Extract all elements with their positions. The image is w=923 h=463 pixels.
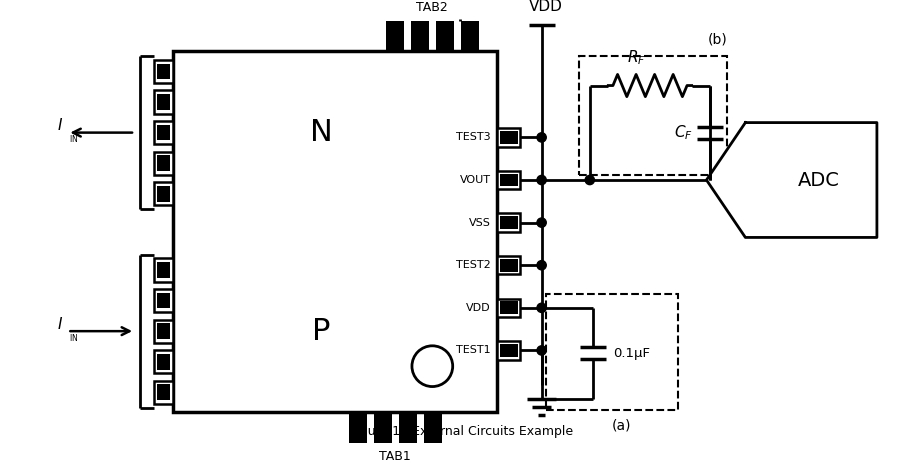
Bar [497,128,521,147]
Bar [399,413,417,443]
Bar [173,51,497,413]
Bar [154,381,173,404]
Bar [154,319,173,343]
Circle shape [537,133,546,142]
Bar [497,299,521,317]
Bar [157,186,170,201]
Text: TEST3: TEST3 [456,132,491,143]
Bar [579,56,726,175]
Bar [497,171,521,189]
Bar [436,21,454,51]
Text: VDD: VDD [466,303,491,313]
Circle shape [537,218,546,227]
Bar [157,94,170,110]
Bar [461,21,479,51]
Text: (b): (b) [708,32,727,47]
Bar [157,155,170,171]
Circle shape [537,346,546,355]
Text: TEST2: TEST2 [456,260,491,270]
Bar [154,289,173,312]
Text: N: N [310,118,332,147]
Bar [497,213,521,232]
Bar [500,259,518,272]
Bar [500,174,518,187]
Bar [497,256,521,275]
Text: $I$: $I$ [56,316,63,332]
Polygon shape [706,123,877,238]
Bar [500,131,518,144]
Bar [500,301,518,314]
Text: (a): (a) [612,419,631,433]
Circle shape [537,261,546,270]
Bar [157,323,170,339]
Text: P: P [312,317,330,346]
Circle shape [537,175,546,185]
Text: ADC: ADC [797,170,840,189]
Bar [374,413,392,443]
Bar [154,60,173,83]
Text: TAB1: TAB1 [379,450,411,463]
Bar [411,21,429,51]
Text: VSS: VSS [469,218,491,228]
Text: Figure 1.  External Circuits Example: Figure 1. External Circuits Example [350,425,573,438]
Bar [154,350,173,373]
Text: $_{\rm IN}$: $_{\rm IN}$ [69,134,78,146]
Circle shape [537,303,546,313]
Bar [157,125,170,140]
Bar [424,413,442,443]
Text: VDD: VDD [529,0,563,14]
Bar [157,384,170,400]
Bar [497,341,521,360]
Text: $I$: $I$ [56,117,63,133]
Text: $_{\rm IN}$: $_{\rm IN}$ [69,332,78,345]
Bar [157,293,170,308]
Bar [154,258,173,282]
Bar [157,262,170,278]
Bar [386,21,404,51]
Bar [500,344,518,357]
Text: VOUT: VOUT [460,175,491,185]
Bar [154,90,173,113]
Bar [154,182,173,205]
Text: 0.1μF: 0.1μF [613,347,650,360]
Bar [157,63,170,79]
Bar [154,121,173,144]
Bar [546,294,677,410]
Bar [500,216,518,229]
Text: TEST1: TEST1 [456,345,491,356]
Bar [349,413,367,443]
Text: TAB2: TAB2 [416,1,449,14]
Text: $R_F$: $R_F$ [627,48,645,67]
Bar [157,354,170,369]
Text: $C_F$: $C_F$ [674,124,692,142]
Circle shape [585,175,594,185]
Bar [154,151,173,175]
